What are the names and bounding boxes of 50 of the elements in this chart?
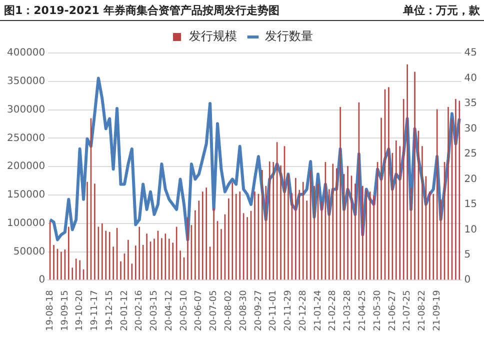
x-tick-label: 20-03-15 (150, 290, 160, 332)
legend-label: 发行规模 (189, 29, 237, 44)
x-tick-label: 20-11-29 (284, 290, 294, 332)
y-tick-label: 200000 (6, 161, 46, 172)
x-tick-label: 19-09-15 (60, 290, 70, 332)
x-tick-label: 20-06-07 (194, 290, 204, 332)
y2-tick-label: 20 (464, 174, 478, 185)
y-tick-label: 50000 (13, 246, 46, 258)
x-tick-label: 20-01-12 (120, 290, 130, 332)
x-tick-label: 19-11-17 (90, 290, 100, 332)
x-tick-label: 21-07-25 (402, 290, 413, 332)
y-tick-label: 0 (38, 274, 46, 286)
y-tick-label: 300000 (6, 104, 46, 116)
y-tick-label: 350000 (6, 76, 46, 87)
x-tick-label: 20-02-16 (134, 290, 145, 332)
y-tick-label: 150000 (6, 190, 46, 201)
y2-tick-label: 30 (464, 123, 478, 134)
x-tick-label: 19-08-18 (45, 290, 56, 332)
x-tick-label: 20-12-28 (298, 290, 308, 332)
x-tick-label: 20-04-12 (164, 290, 174, 332)
y-tick-label: 100000 (6, 218, 46, 229)
x-tick-label: 20-11-01 (268, 290, 279, 332)
y2-tick-label: 45 (464, 48, 478, 59)
y-tick-label: 250000 (6, 132, 46, 144)
x-tick-label: 21-05-30 (372, 290, 383, 332)
x-tick-label: 21-09-19 (432, 290, 442, 332)
x-tick-label: 21-06-27 (388, 290, 398, 332)
legend-label: 发行数量 (265, 29, 313, 44)
x-tick-label: 20-08-30 (238, 290, 249, 332)
y2-tick-label: 15 (464, 199, 478, 210)
y2-tick-label: 40 (464, 72, 478, 84)
x-tick-label: 20-07-05 (209, 290, 220, 332)
x-tick-label: 21-08-22 (418, 290, 428, 332)
chart-subtitle: 单位：万元，款 (403, 2, 480, 18)
y2-tick-label: 10 (464, 224, 478, 236)
x-tick-label: 19-10-20 (75, 290, 86, 332)
x-tick-label: 20-09-27 (254, 290, 264, 332)
y-tick-label: 400000 (6, 48, 46, 59)
y2-tick-label: 0 (464, 274, 471, 286)
y2-tick-label: 35 (464, 98, 478, 110)
x-tick-label: 21-03-28 (343, 290, 354, 332)
y2-tick-label: 5 (464, 250, 471, 261)
x-tick-label: 19-12-15 (104, 290, 115, 332)
x-tick-label: 21-02-28 (328, 290, 338, 332)
x-tick-label: 21-04-25 (358, 290, 368, 332)
x-tick-label: 21-01-24 (313, 290, 324, 332)
x-tick-label: 20-05-10 (179, 290, 190, 332)
chart-title: 图1：2019-2021 年券商集合资管产品按周发行走势图 (4, 2, 280, 18)
x-tick-label: 20-08-02 (224, 290, 234, 332)
y2-tick-label: 25 (464, 148, 478, 160)
